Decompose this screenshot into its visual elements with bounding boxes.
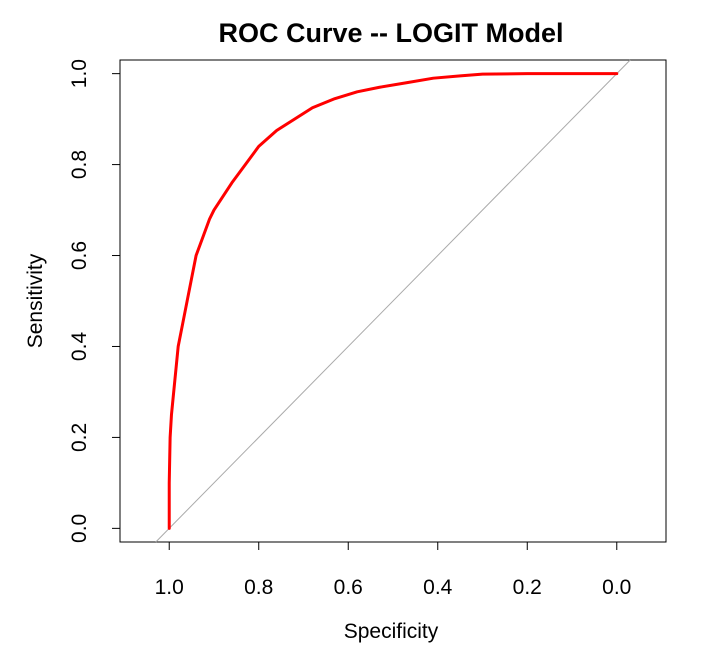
chart-title: ROC Curve -- LOGIT Model (218, 18, 563, 48)
y-axis-label: Sensitivity (24, 253, 47, 348)
x-tick-label: 0.2 (513, 576, 542, 599)
y-tick-label: 1.0 (68, 59, 91, 88)
reference-diagonal-line (155, 59, 631, 543)
series-layer (167, 72, 619, 530)
x-tick-label: 0.8 (244, 576, 273, 599)
y-tick-label: 0.0 (68, 514, 91, 543)
x-tick-label: 0.4 (423, 576, 453, 599)
y-tick-label: 0.8 (68, 150, 91, 179)
y-tick-label: 0.6 (68, 241, 91, 270)
y-tick-label: 0.2 (68, 423, 91, 452)
x-tick-label: 0.6 (334, 576, 363, 599)
y-axis: 0.0 0.2 0.4 0.6 0.8 1.0 (68, 59, 121, 543)
reference-diagonal-layer (155, 59, 631, 543)
y-tick-label: 0.4 (68, 332, 91, 362)
x-axis-label: Specificity (344, 620, 439, 643)
x-tick-label: 1.0 (155, 576, 184, 599)
x-tick-label: 0.0 (602, 576, 631, 599)
roc-curve-line-0 (167, 72, 619, 530)
x-axis: 1.0 0.8 0.6 0.4 0.2 0.0 (155, 541, 631, 599)
